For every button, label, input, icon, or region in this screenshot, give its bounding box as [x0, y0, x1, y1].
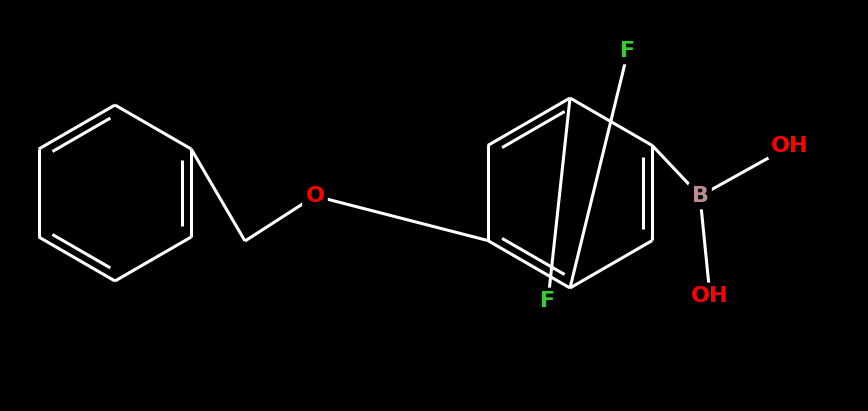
Text: O: O	[306, 186, 325, 206]
Text: OH: OH	[691, 286, 729, 306]
Text: F: F	[621, 41, 635, 61]
Text: F: F	[541, 291, 556, 311]
Text: OH: OH	[772, 136, 809, 156]
Text: B: B	[692, 186, 708, 206]
